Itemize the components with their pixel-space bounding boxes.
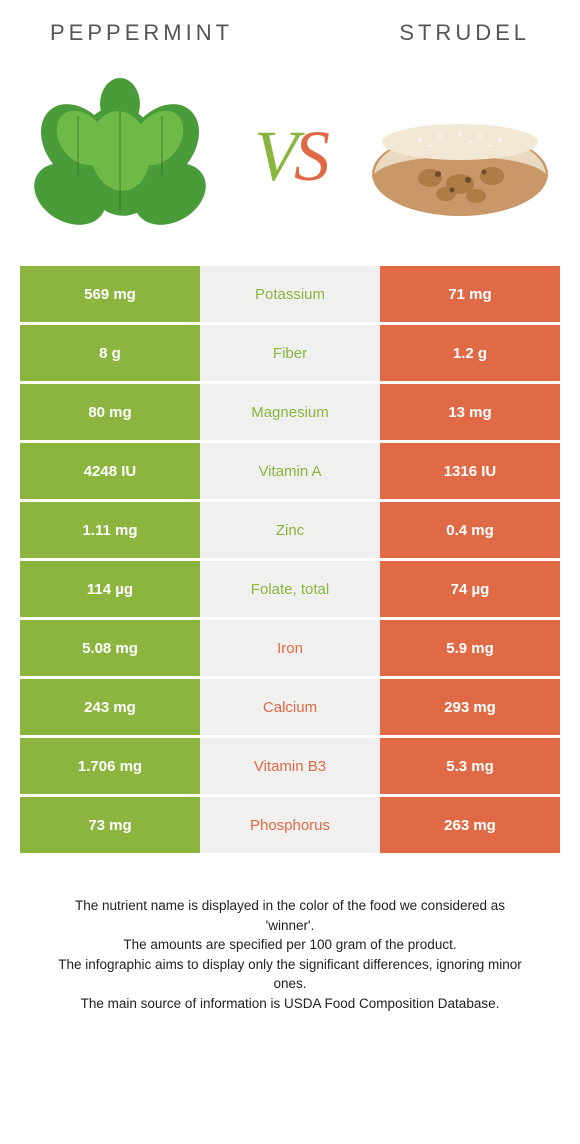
footnote-line: The nutrient name is displayed in the co… [50, 896, 530, 935]
left-value: 1.706 mg [20, 738, 200, 794]
table-row: 1.706 mgVitamin B35.3 mg [20, 738, 560, 794]
nutrient-label: Calcium [200, 679, 380, 735]
left-value: 114 µg [20, 561, 200, 617]
peppermint-image [20, 66, 220, 246]
right-value: 5.9 mg [380, 620, 560, 676]
table-row: 73 mgPhosphorus263 mg [20, 797, 560, 853]
vs-s: S [294, 116, 326, 196]
footnote-line: The infographic aims to display only the… [50, 955, 530, 994]
table-row: 114 µgFolate, total74 µg [20, 561, 560, 617]
left-title: Peppermint [50, 20, 233, 46]
nutrient-label: Magnesium [200, 384, 380, 440]
nutrient-label: Iron [200, 620, 380, 676]
table-row: 1.11 mgZinc0.4 mg [20, 502, 560, 558]
right-value: 0.4 mg [380, 502, 560, 558]
left-value: 569 mg [20, 266, 200, 322]
right-title: Strudel [399, 20, 530, 46]
right-value: 1.2 g [380, 325, 560, 381]
table-row: 8 gFiber1.2 g [20, 325, 560, 381]
vs-v: V [254, 116, 294, 196]
table-row: 4248 IUVitamin A1316 IU [20, 443, 560, 499]
left-value: 243 mg [20, 679, 200, 735]
table-row: 569 mgPotassium71 mg [20, 266, 560, 322]
left-value: 1.11 mg [20, 502, 200, 558]
nutrient-label: Vitamin A [200, 443, 380, 499]
footnote-line: The main source of information is USDA F… [50, 994, 530, 1014]
footnotes: The nutrient name is displayed in the co… [20, 856, 560, 1033]
left-value: 5.08 mg [20, 620, 200, 676]
strudel-image [360, 66, 560, 246]
nutrient-label: Potassium [200, 266, 380, 322]
table-row: 80 mgMagnesium13 mg [20, 384, 560, 440]
nutrient-table: 569 mgPotassium71 mg8 gFiber1.2 g80 mgMa… [20, 266, 560, 853]
nutrient-label: Phosphorus [200, 797, 380, 853]
nutrient-label: Folate, total [200, 561, 380, 617]
right-value: 1316 IU [380, 443, 560, 499]
table-row: 243 mgCalcium293 mg [20, 679, 560, 735]
right-value: 5.3 mg [380, 738, 560, 794]
left-value: 8 g [20, 325, 200, 381]
right-value: 71 mg [380, 266, 560, 322]
title-row: Peppermint Strudel [20, 20, 560, 56]
nutrient-label: Zinc [200, 502, 380, 558]
footnote-line: The amounts are specified per 100 gram o… [50, 935, 530, 955]
right-value: 13 mg [380, 384, 560, 440]
right-value: 74 µg [380, 561, 560, 617]
right-value: 263 mg [380, 797, 560, 853]
vs-label: VS [254, 115, 326, 198]
nutrient-label: Fiber [200, 325, 380, 381]
left-value: 80 mg [20, 384, 200, 440]
nutrient-label: Vitamin B3 [200, 738, 380, 794]
left-value: 4248 IU [20, 443, 200, 499]
right-value: 293 mg [380, 679, 560, 735]
table-row: 5.08 mgIron5.9 mg [20, 620, 560, 676]
left-value: 73 mg [20, 797, 200, 853]
hero-row: VS [20, 56, 560, 266]
